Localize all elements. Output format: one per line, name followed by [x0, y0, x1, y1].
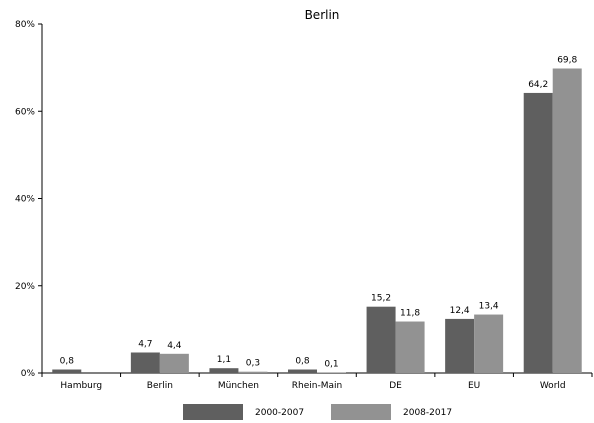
legend-label: 2000-2007	[255, 408, 304, 418]
bar	[288, 369, 317, 373]
bar	[445, 318, 475, 373]
legend-swatch	[331, 404, 391, 420]
data-label: 0,8	[295, 357, 310, 367]
data-label: 0,3	[246, 359, 260, 369]
bar	[552, 68, 582, 373]
bar	[474, 314, 504, 373]
x-tick-label: DE	[389, 381, 402, 391]
data-label: 4,4	[167, 341, 182, 351]
data-label: 4,7	[138, 339, 152, 349]
y-tick-label: 40%	[15, 195, 35, 205]
x-axis: Hamburg Berlin München Rhein-Main DE EU World	[41, 372, 593, 391]
data-label: 13,4	[479, 302, 499, 312]
y-tick-label: 0%	[21, 369, 36, 379]
bar	[395, 321, 425, 373]
bar	[159, 353, 189, 373]
bar	[130, 352, 160, 373]
data-label: 69,8	[557, 55, 577, 65]
x-tick-label: München	[218, 381, 259, 391]
data-label: 0,8	[60, 357, 75, 367]
bar	[523, 92, 553, 374]
bar	[366, 306, 396, 373]
data-label: 64,2	[528, 80, 548, 90]
data-label: 0,1	[324, 360, 338, 370]
data-label: 12,4	[450, 306, 470, 316]
x-tick-label: World	[540, 381, 566, 391]
x-tick-label: Rhein-Main	[292, 381, 342, 391]
data-label: 1,1	[217, 355, 231, 365]
legend: 2000-2007 2008-2017	[183, 404, 452, 420]
y-tick-label: 20%	[15, 282, 35, 292]
bars: 0,8 4,7 4,4 1,1 0,3 0,8 0,1 15,2 11,8 12,4 13,4 64,…	[52, 55, 582, 374]
chart-title: Berlin	[305, 8, 340, 22]
bar	[52, 369, 82, 373]
y-axis: 0% 20% 40% 60% 80%	[15, 20, 43, 379]
data-label: 11,8	[400, 309, 420, 319]
x-tick-label: EU	[468, 381, 480, 391]
legend-swatch	[183, 404, 243, 420]
y-tick-label: 80%	[15, 20, 35, 30]
x-tick-label: Hamburg	[60, 381, 102, 391]
legend-label: 2008-2017	[403, 408, 452, 418]
y-tick-label: 60%	[15, 107, 35, 117]
bar	[238, 371, 268, 373]
data-label: 15,2	[371, 294, 391, 304]
bar	[209, 368, 239, 373]
x-tick-label: Berlin	[147, 381, 173, 391]
